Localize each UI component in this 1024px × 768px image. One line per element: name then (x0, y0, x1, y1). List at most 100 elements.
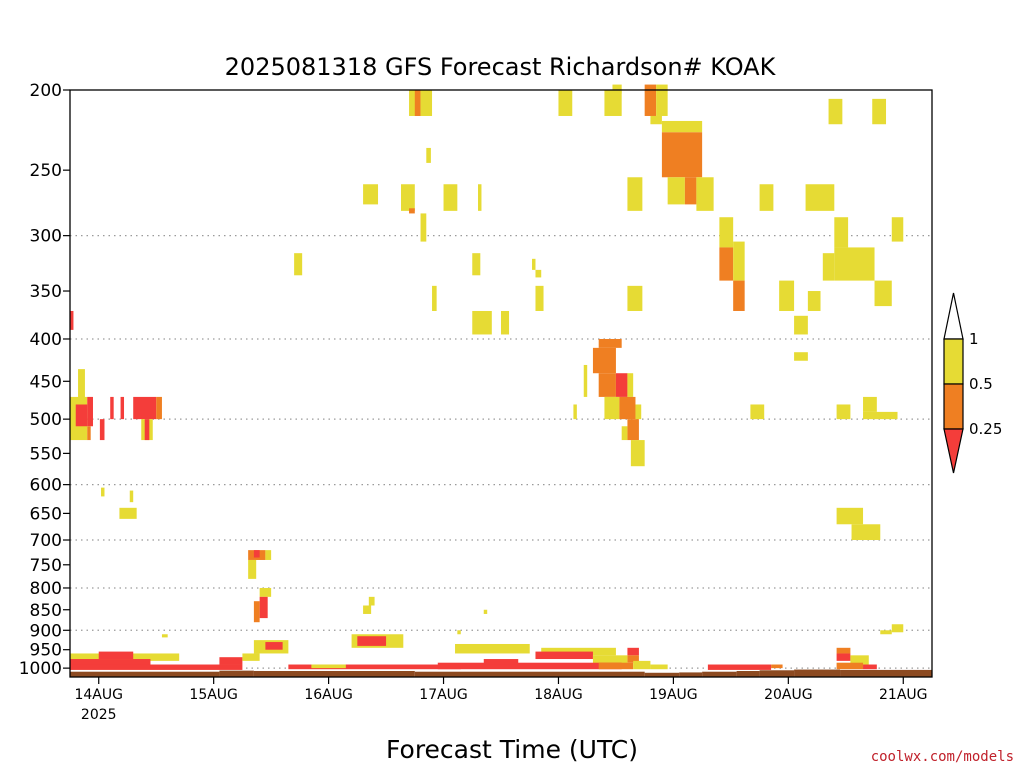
x-tick-sublabel: 2025 (81, 707, 117, 723)
heatmap-cell (501, 310, 510, 335)
heatmap-cell (573, 404, 577, 420)
terrain-segment (840, 669, 932, 677)
y-tick-label: 750 (30, 556, 62, 576)
terrain-segment (702, 671, 737, 677)
heatmap-cell (592, 347, 616, 374)
heatmap-cell (541, 647, 616, 656)
y-tick-label: 900 (30, 621, 62, 641)
heatmap-cell (265, 550, 272, 560)
legend-bottom-arrow (943, 428, 964, 474)
heatmap-cell (850, 655, 869, 665)
terrain-segment (679, 672, 703, 677)
heatmap-cell (627, 285, 643, 311)
heatmap-cell (414, 90, 421, 116)
heatmap-cell (70, 310, 74, 330)
heatmap-cell (661, 132, 703, 178)
heatmap-cell (598, 662, 634, 670)
terrain-segment (219, 670, 254, 677)
credit-link[interactable]: coolwx.com/models (871, 749, 1014, 765)
heatmap-cell (794, 315, 808, 335)
chart-title: 2025081318 GFS Forecast Richardson# KOAK (225, 53, 777, 81)
heatmap-cell (101, 487, 105, 497)
heatmap-cell (133, 396, 157, 420)
heatmap-cell (119, 507, 137, 519)
heatmap-cell (733, 241, 745, 281)
legend-swatch-orange (943, 383, 964, 430)
terrain-segment (736, 670, 760, 677)
color-legend: 1 0.5 0.25 (943, 292, 1002, 474)
terrain-segment (644, 672, 680, 677)
heatmap-cell (420, 213, 427, 242)
heatmap-cell (558, 90, 573, 116)
heatmap-cell (478, 184, 482, 211)
terrain-segment (253, 670, 415, 677)
heatmap-cell (863, 396, 877, 412)
heatmap-cell (619, 396, 636, 420)
x-tick-label: 15AUG (189, 687, 238, 703)
x-tick-label: 18AUG (534, 687, 583, 703)
heatmap-cell (472, 253, 481, 276)
heatmap-cell (828, 98, 843, 125)
heatmap-cell (707, 664, 772, 670)
heatmap-cell (129, 490, 134, 503)
heatmap-cell (836, 507, 864, 525)
y-axis: 200 250 300 350 400 450 500 550 600 650 700 750 8008… (19, 81, 70, 679)
heatmap-cell (684, 177, 697, 205)
heatmap-cell (807, 291, 821, 311)
heatmap-cell (891, 217, 904, 242)
legend-swatch-yellow (943, 338, 964, 385)
heatmap-cell (483, 609, 488, 614)
heatmap-cell (615, 373, 628, 397)
y-tick-label: 250 (30, 161, 62, 181)
heatmap-cell (99, 419, 105, 441)
heatmap-cell (532, 258, 536, 270)
heatmap-cell (627, 647, 639, 656)
heatmap-cell (259, 596, 268, 619)
x-tick-label: 19AUG (649, 687, 698, 703)
heatmap-cell (661, 120, 703, 133)
heatmap-cell (872, 98, 887, 125)
heatmap-cell (242, 653, 260, 661)
heatmap-cell (457, 630, 461, 635)
y-tick-label: 700 (30, 531, 62, 551)
heatmap-cell (253, 601, 260, 623)
y-tick-label: 300 (30, 227, 62, 247)
heatmap-cell (363, 605, 372, 614)
legend-label: 0.5 (969, 375, 993, 393)
heatmap-cell (70, 659, 151, 669)
y-tick-label: 400 (30, 330, 62, 350)
heatmap-cell (874, 280, 892, 307)
heatmap-cell (259, 587, 272, 597)
heatmap-cell (87, 396, 93, 427)
heatmap-cell (667, 177, 685, 205)
heatmap-cell (834, 247, 875, 281)
heatmap-cell (805, 184, 835, 211)
legend-label: 1 (969, 330, 979, 348)
heatmap-cell (880, 630, 892, 635)
heatmap-cell (219, 657, 243, 665)
heatmap-cell (621, 426, 628, 441)
heatmap-cell (75, 404, 88, 427)
y-tick-label: 800 (30, 579, 62, 599)
heatmap-cell (120, 396, 125, 420)
heatmap-cell (627, 177, 643, 211)
y-tick-label: 350 (30, 282, 62, 302)
heatmap-cell (78, 369, 85, 405)
heatmap-cell (779, 280, 795, 311)
heatmap-cell (719, 247, 734, 281)
heatmap-cell (836, 404, 851, 420)
heatmap-cell (294, 253, 303, 276)
heatmap-cell (437, 662, 622, 670)
heatmap-cell (696, 177, 714, 211)
heatmap-cell (794, 352, 808, 361)
x-axis-label: Forecast Time (UTC) (386, 735, 638, 764)
heatmap-cell (110, 396, 114, 420)
heatmap-cell (70, 664, 243, 670)
heatmap-cell (420, 90, 433, 116)
heatmap-cell (288, 664, 461, 670)
plot-frame (69, 89, 933, 678)
heatmap-cell (432, 285, 437, 311)
terrain-segment (70, 671, 220, 677)
heatmap-cell (253, 550, 260, 558)
